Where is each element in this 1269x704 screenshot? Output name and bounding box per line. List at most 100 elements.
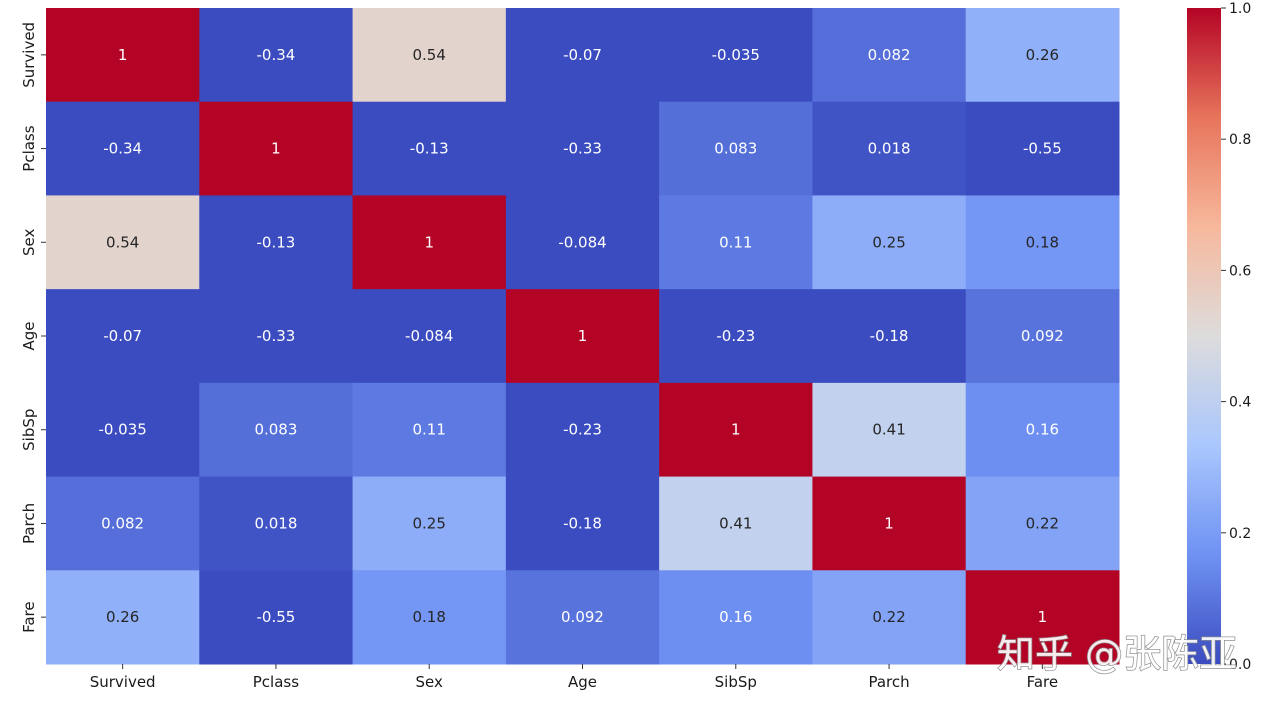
heatmap-cell-fare-sex	[352, 570, 507, 665]
heatmap-cell-survived-parch	[812, 8, 967, 103]
cell-annotation: -0.07	[103, 327, 142, 345]
colorbar-gradient	[1187, 8, 1221, 664]
heatmap-cell-parch-sex	[352, 476, 507, 571]
heatmap-cell-pclass-age	[505, 101, 660, 196]
heatmap-cell-parch-parch	[812, 476, 967, 571]
cell-annotation: 0.082	[101, 514, 144, 532]
y-tick-label: Survived	[20, 22, 38, 88]
cell-annotation: 0.018	[868, 140, 911, 158]
cell-annotation: 1	[884, 514, 894, 532]
heatmap-cell-survived-fare	[965, 8, 1120, 103]
cell-annotation: -0.34	[257, 46, 296, 64]
heatmap-cell-age-pclass	[199, 289, 354, 384]
x-tick-label: Pclass	[253, 673, 299, 691]
cell-annotation: 0.092	[561, 608, 604, 626]
cell-annotation: -0.035	[98, 421, 146, 439]
cell-annotation: 0.41	[872, 421, 905, 439]
cell-annotation: 0.41	[719, 514, 752, 532]
cell-annotation: 1	[424, 233, 434, 251]
heatmap-cell-parch-survived	[46, 476, 200, 571]
heatmap-cell-fare-age	[505, 570, 660, 665]
y-tick-label: Age	[20, 321, 38, 350]
heatmap-cell-sibsp-pclass	[199, 382, 354, 478]
y-tick-label: Sex	[20, 228, 38, 255]
heatmap-cell-age-age	[505, 289, 660, 384]
cell-annotation: -0.07	[563, 46, 602, 64]
x-axis-tick-labels: Survived Pclass Sex Age SibSp Parch Fare	[90, 664, 1058, 691]
y-tick-label: SibSp	[20, 409, 38, 451]
cell-annotation: -0.18	[563, 514, 602, 532]
cell-annotation: 0.18	[413, 608, 446, 626]
y-tick-label: Parch	[20, 503, 38, 544]
cell-annotation: -0.23	[563, 421, 602, 439]
x-tick-label: Sex	[416, 673, 443, 691]
x-tick-label: Parch	[868, 673, 909, 691]
cell-annotation: -0.084	[558, 233, 606, 251]
colorbar-ticks: 0.0 0.2 0.4 0.6 0.8 1.0	[1221, 1, 1251, 673]
watermark-text: 知乎 @张陈亚	[997, 632, 1237, 676]
heatmap-cell-sex-age	[505, 195, 660, 290]
colorbar-tick-label: 0.8	[1229, 132, 1251, 148]
cell-annotation: 1	[731, 421, 741, 439]
cell-annotation: -0.13	[410, 140, 449, 158]
cell-annotation: 0.16	[1026, 421, 1059, 439]
cell-annotation: 0.092	[1021, 327, 1064, 345]
y-tick-label: Fare	[20, 601, 38, 633]
heatmap-cell-fare-fare	[965, 570, 1120, 665]
heatmap-cell-sibsp-sibsp	[659, 382, 813, 478]
heatmap-cell-pclass-survived	[46, 101, 200, 196]
cell-annotation: 0.25	[413, 514, 446, 532]
y-axis-tick-labels: Survived Pclass Sex Age SibSp Parch Fare	[20, 22, 46, 633]
heatmap-cell-pclass-parch	[812, 101, 967, 196]
heatmap-cell-sex-fare	[965, 195, 1120, 290]
cell-annotation: -0.18	[870, 327, 909, 345]
cell-annotation: -0.55	[1023, 140, 1062, 158]
heatmap-cell-fare-parch	[812, 570, 967, 665]
heatmap-cell-sex-pclass	[199, 195, 354, 290]
heatmap-cell-parch-fare	[965, 476, 1120, 571]
colorbar-tick-label: 0.6	[1229, 263, 1251, 279]
heatmap-cell-survived-pclass	[199, 8, 354, 103]
y-tick-label: Pclass	[20, 125, 38, 171]
heatmap-cell-sibsp-parch	[812, 382, 967, 478]
x-tick-label: SibSp	[715, 673, 757, 691]
cell-annotation: -0.33	[563, 140, 602, 158]
heatmap-cell-pclass-sex	[352, 101, 507, 196]
cell-annotation: -0.084	[405, 327, 453, 345]
cell-annotation: 0.083	[714, 140, 757, 158]
cell-annotation: 0.11	[413, 421, 446, 439]
cell-annotation: -0.23	[716, 327, 755, 345]
heatmap-cell-age-sex	[352, 289, 507, 384]
x-tick-label: Survived	[90, 673, 156, 691]
cell-annotation: -0.035	[712, 46, 760, 64]
heatmap-cell-survived-survived	[46, 8, 200, 103]
heatmap-cell-parch-sibsp	[659, 476, 813, 571]
cell-annotation: 0.54	[413, 46, 446, 64]
heatmap-cell-age-parch	[812, 289, 967, 384]
cell-annotation: 0.54	[106, 233, 139, 251]
cell-annotation: -0.33	[257, 327, 296, 345]
heatmap-cell-sex-sibsp	[659, 195, 813, 290]
heatmap-cell-fare-pclass	[199, 570, 354, 665]
heatmap-cell-fare-survived	[46, 570, 200, 665]
x-tick-label: Fare	[1027, 673, 1059, 691]
heatmap-cell-sex-sex	[352, 195, 507, 290]
heatmap-cell-sibsp-fare	[965, 382, 1120, 478]
heatmap-cell-survived-sibsp	[659, 8, 813, 103]
cell-annotation: -0.55	[257, 608, 296, 626]
cell-annotation: 1	[1038, 608, 1048, 626]
cell-annotation: 0.16	[719, 608, 752, 626]
heatmap-cell-pclass-sibsp	[659, 101, 813, 196]
colorbar-tick-label: 0.0	[1229, 657, 1251, 673]
heatmap-cell-survived-sex	[352, 8, 507, 103]
cell-annotation: 0.018	[254, 514, 297, 532]
cell-annotation: 0.22	[1026, 514, 1059, 532]
cell-annotation: 0.22	[872, 608, 905, 626]
heatmap-cell-sex-parch	[812, 195, 967, 290]
cell-annotation: 0.082	[868, 46, 911, 64]
cell-annotation: 1	[118, 46, 128, 64]
heatmap-cell-sex-survived	[46, 195, 200, 290]
heatmap-cells: 1 -0.34 0.54 -0.07 -0.035 0.082 0.26 -0.34 1 -0.1…	[46, 8, 1120, 665]
heatmap-cell-fare-sibsp	[659, 570, 813, 665]
